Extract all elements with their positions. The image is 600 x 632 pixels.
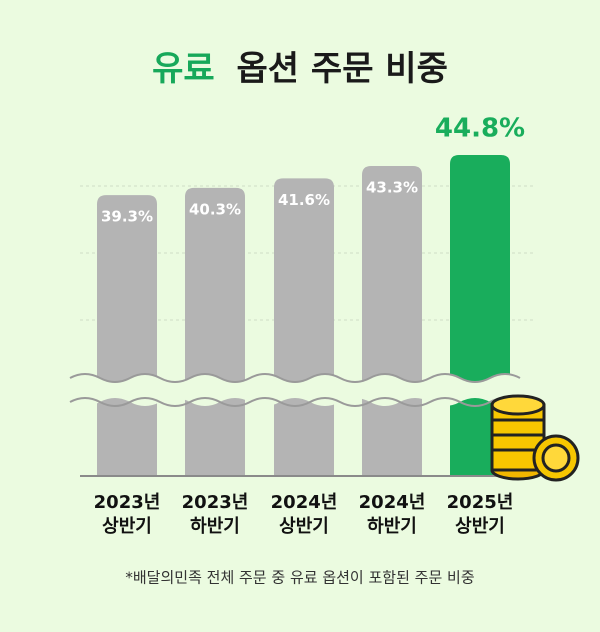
x-tick-label: 하반기 [190,516,240,537]
axis-break [69,373,521,407]
value-label: 44.8% [435,114,525,144]
value-label: 40.3% [189,200,241,218]
coins-icon [490,394,580,482]
chart-title: 유료 옵션 주문 비중 [152,49,448,89]
bar [97,195,157,476]
title-highlight: 유료 [152,49,215,89]
x-tick-label: 2023년 [94,492,161,513]
bar [185,187,245,476]
value-label: 41.6% [278,191,330,209]
x-tick-label: 하반기 [367,516,417,537]
footnote: *배달의민족 전체 주문 중 유료 옵션이 포함된 주문 비중 [125,569,474,587]
bar [362,165,422,476]
x-tick-label: 2024년 [271,492,338,513]
title-rest: 옵션 주문 비중 [237,49,448,89]
bar [274,178,334,477]
x-tick-label: 2023년 [182,492,249,513]
value-label: 43.3% [366,178,418,196]
x-tick-label: 2025년 [447,492,514,513]
x-tick-label: 상반기 [102,516,152,537]
value-label: 39.3% [101,208,153,226]
x-tick-label: 2024년 [359,492,426,513]
x-tick-label: 상반기 [279,516,329,537]
x-tick-label: 상반기 [455,516,505,537]
